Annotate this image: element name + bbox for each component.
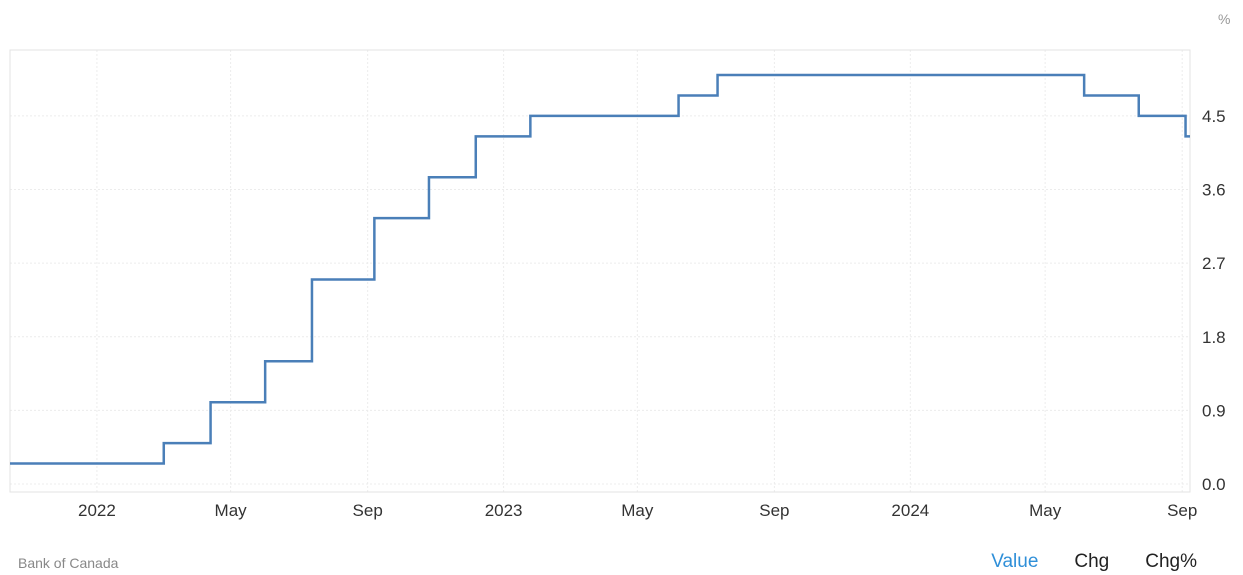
plot-frame bbox=[9, 49, 1191, 493]
x-tick-label: Sep bbox=[353, 501, 383, 520]
y-tick-label: 1.8 bbox=[1202, 328, 1226, 347]
y-tick-label: 0.9 bbox=[1202, 401, 1226, 420]
series-line bbox=[10, 73, 1190, 465]
y-tick-label: 3.6 bbox=[1202, 181, 1226, 200]
x-tick-label: 2024 bbox=[891, 501, 929, 520]
x-tick-label: May bbox=[215, 501, 248, 520]
tab-chg[interactable]: Chg bbox=[1074, 551, 1110, 572]
policy-rate-chart: % 0.0 0.9 1.8 2.7 3.6 4.5 2022 May Sep 2023 May Se… bbox=[9, 11, 1230, 520]
y-axis: 0.0 0.9 1.8 2.7 3.6 4.5 bbox=[1202, 107, 1226, 494]
y-tick-label: 2.7 bbox=[1202, 254, 1226, 273]
x-axis: 2022 May Sep 2023 May Sep 2024 May Sep bbox=[78, 501, 1197, 520]
x-tick-label: 2023 bbox=[485, 501, 523, 520]
y-tick-label: 4.5 bbox=[1202, 107, 1226, 126]
gridlines bbox=[10, 50, 1190, 492]
x-tick-label: May bbox=[1029, 501, 1062, 520]
y-tick-label: 0.0 bbox=[1202, 475, 1226, 494]
y-unit-label: % bbox=[1218, 11, 1230, 27]
x-tick-label: 2022 bbox=[78, 501, 116, 520]
x-tick-label: May bbox=[621, 501, 654, 520]
x-tick-label: Sep bbox=[759, 501, 789, 520]
tab-chg-percent[interactable]: Chg% bbox=[1145, 551, 1197, 572]
tab-value[interactable]: Value bbox=[991, 551, 1039, 572]
x-tick-label: Sep bbox=[1167, 501, 1197, 520]
source-label: Bank of Canada bbox=[18, 555, 119, 571]
view-tabs: Value Chg Chg% bbox=[991, 551, 1197, 573]
series-layer bbox=[10, 73, 1190, 465]
